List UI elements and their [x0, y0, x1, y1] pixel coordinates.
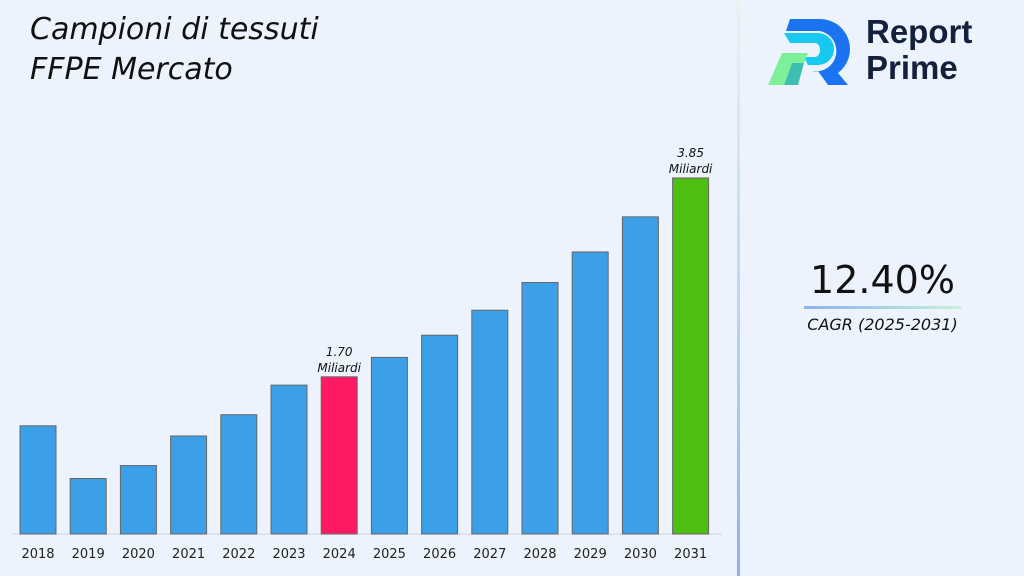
cagr-label: CAGR (2025-2031) — [807, 315, 958, 334]
bar-chart: 2018 2019 2020 2021 2022 2023 2024 2025 2026 2027… — [12, 146, 722, 562]
divider — [737, 0, 740, 576]
logo-text-report: Report — [866, 13, 973, 50]
bar-2031 — [672, 177, 710, 535]
data-label-value: 1.70 — [326, 345, 353, 359]
title-line-2: FFPE Mercato — [30, 52, 233, 87]
bar-2022 — [220, 414, 258, 535]
cagr-underline — [804, 306, 961, 309]
bar-2030 — [621, 216, 659, 535]
report-prime-logo: Report Prime — [768, 14, 972, 86]
data-label-unit: Miliardi — [669, 162, 713, 176]
x-tick-label: 2027 — [473, 547, 506, 562]
x-tick-label: 2021 — [172, 547, 205, 562]
x-tick-label: 2019 — [72, 547, 105, 562]
bar-2023 — [270, 384, 308, 535]
x-tick-label: 2030 — [624, 547, 657, 562]
x-tick-label: 2026 — [423, 547, 456, 562]
data-label-unit: Miliardi — [317, 361, 361, 375]
x-tick-label: 2022 — [222, 547, 255, 562]
x-tick-label: 2024 — [323, 547, 356, 562]
bar-2020 — [119, 465, 157, 535]
bar-2024 — [320, 376, 358, 535]
x-tick-label: 2031 — [674, 547, 707, 562]
title-line-1: Campioni di tessuti — [30, 12, 319, 47]
bar-2027 — [471, 309, 509, 535]
bar-2026 — [421, 334, 459, 535]
bar-2025 — [370, 356, 408, 535]
x-tick-label: 2029 — [574, 547, 607, 562]
bar-2018 — [19, 425, 57, 535]
bar-2028 — [521, 281, 559, 535]
bar-2029 — [571, 251, 609, 535]
bar-2019 — [69, 478, 107, 535]
x-tick-label: 2023 — [272, 547, 305, 562]
x-tick-label: 2028 — [523, 547, 556, 562]
cagr-value: 12.40% — [810, 258, 955, 302]
cagr-panel: 12.40% CAGR (2025-2031) — [790, 258, 975, 334]
x-tick-label: 2020 — [122, 547, 155, 562]
chart-title: Campioni di tessuti FFPE Mercato — [30, 10, 319, 90]
x-tick-label: 2018 — [21, 547, 54, 562]
x-tick-label: 2025 — [373, 547, 406, 562]
data-label-value: 3.85 — [677, 146, 704, 160]
bar-2021 — [170, 435, 208, 535]
logo-icon — [768, 19, 850, 85]
logo-text-prime: Prime — [866, 49, 958, 86]
